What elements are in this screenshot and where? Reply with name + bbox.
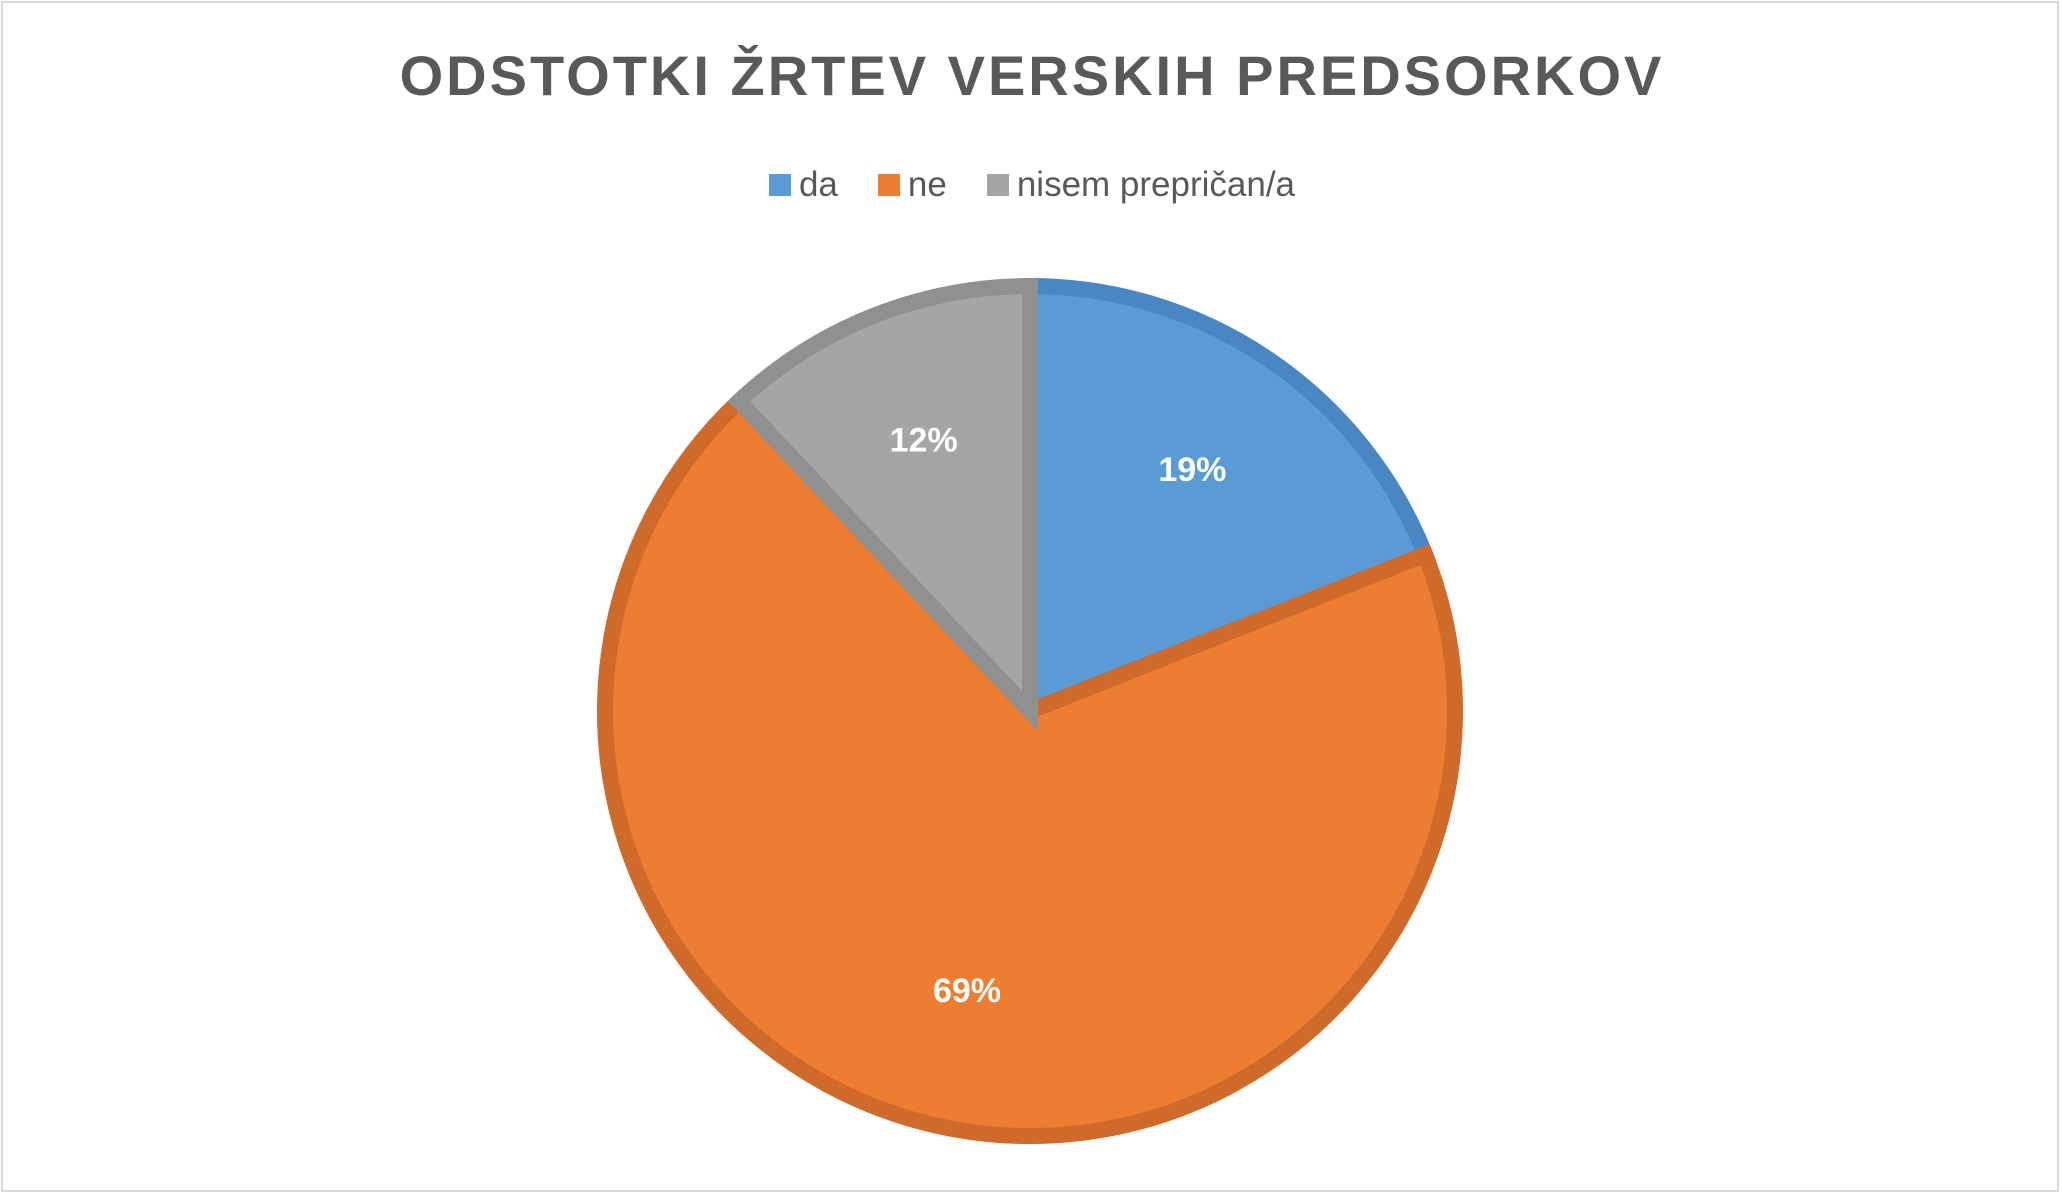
legend-swatch-nisem-preprican — [986, 174, 1009, 196]
legend-item-nisem-preprican: nisem prepričan/a — [986, 165, 1296, 205]
pie-data-label-da: 19% — [1158, 451, 1226, 489]
pie-data-label-ne: 69% — [933, 972, 1001, 1010]
legend-item-ne: ne — [877, 165, 947, 205]
pie-chart: 19% 69% 12% — [597, 277, 1463, 1144]
pie-slice-da — [1022, 277, 1436, 723]
pie-slice-ne — [597, 389, 1463, 1144]
legend-item-da: da — [768, 165, 838, 205]
legend-swatch-ne — [877, 174, 900, 196]
legend: da ne nisem prepričan/a — [3, 165, 2061, 205]
legend-label-nisem-preprican: nisem prepričan/a — [1016, 165, 1296, 204]
pie-labels: 19% 69% 12% — [890, 421, 1227, 1010]
pie-data-label-nisem-prepri-an-a: 12% — [890, 421, 958, 459]
legend-label-ne: ne — [907, 165, 947, 204]
legend-swatch-da — [768, 174, 791, 196]
legend-label-da: da — [798, 165, 838, 204]
pie-slices — [597, 277, 1463, 1144]
chart-title: ODSTOTKI ŽRTEV VERSKIH PREDSORKOV — [399, 44, 1665, 107]
pie-slice-nisem-prepri-an-a — [727, 277, 1038, 732]
